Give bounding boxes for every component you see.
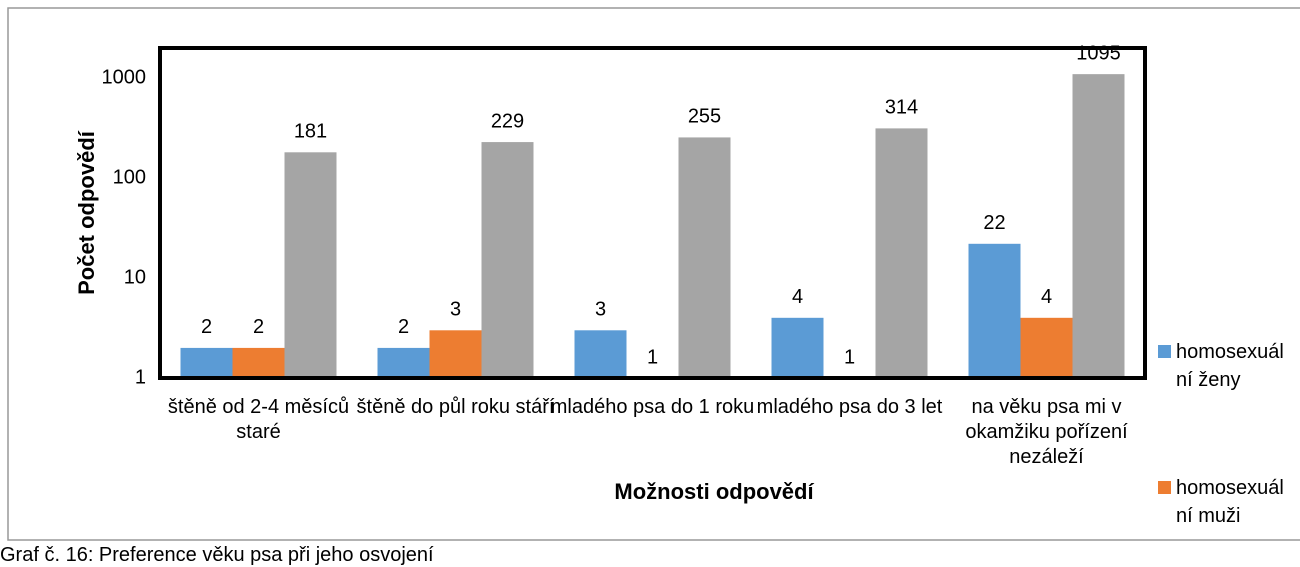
data-label: 1 xyxy=(844,346,855,368)
data-label: 314 xyxy=(885,97,918,119)
bar xyxy=(574,330,627,378)
y-tick-label: 100 xyxy=(113,166,146,188)
bar xyxy=(1072,74,1125,378)
bar xyxy=(284,152,337,378)
caption: Graf č. 16: Preference věku psa při jeho… xyxy=(0,544,434,566)
data-label: 181 xyxy=(294,121,327,143)
chart-frame xyxy=(7,7,1300,541)
bar xyxy=(180,347,233,378)
data-label: 4 xyxy=(1041,286,1052,308)
plot-frame xyxy=(158,46,1147,380)
bar xyxy=(481,142,534,378)
data-label: 229 xyxy=(491,110,524,132)
legend-swatch xyxy=(1158,345,1171,358)
y-axis-label: Počet odpovědí xyxy=(74,130,99,295)
data-label: 2 xyxy=(201,316,212,338)
bar xyxy=(429,330,482,378)
x-tick-label: mladého psa do 1 roku xyxy=(550,396,755,418)
x-tick-label: štěně do půl roku stáří xyxy=(356,396,555,418)
bar xyxy=(232,347,285,378)
data-label: 2 xyxy=(398,316,409,338)
data-label: 2 xyxy=(253,316,264,338)
y-tick-label: 1 xyxy=(135,366,146,388)
legend-swatch xyxy=(1158,481,1171,494)
bar xyxy=(771,317,824,378)
x-tick-label: štěně od 2-4 měsíců staré xyxy=(167,396,350,443)
y-tick-label: 1000 xyxy=(102,66,147,88)
bar xyxy=(875,128,928,378)
x-axis-label: Možnosti odpovědí xyxy=(614,479,814,504)
bar xyxy=(968,243,1021,378)
bar xyxy=(1020,317,1073,378)
x-tick-label: na věku psa mi v okamžiku pořízení nezál… xyxy=(965,396,1128,468)
data-label: 1095 xyxy=(1076,42,1121,64)
data-label: 4 xyxy=(792,286,803,308)
data-label: 3 xyxy=(595,299,606,321)
data-label: 22 xyxy=(983,212,1005,234)
bar xyxy=(678,137,731,378)
legend-label: homosexuální ženy xyxy=(1176,341,1284,391)
data-label: 1 xyxy=(647,346,658,368)
x-tick-label: mladého psa do 3 let xyxy=(756,396,943,418)
bar xyxy=(377,347,430,378)
data-label: 3 xyxy=(450,299,461,321)
y-tick-label: 10 xyxy=(124,266,146,288)
data-label: 255 xyxy=(688,106,721,128)
legend-label: homosexuální muži xyxy=(1176,477,1284,527)
